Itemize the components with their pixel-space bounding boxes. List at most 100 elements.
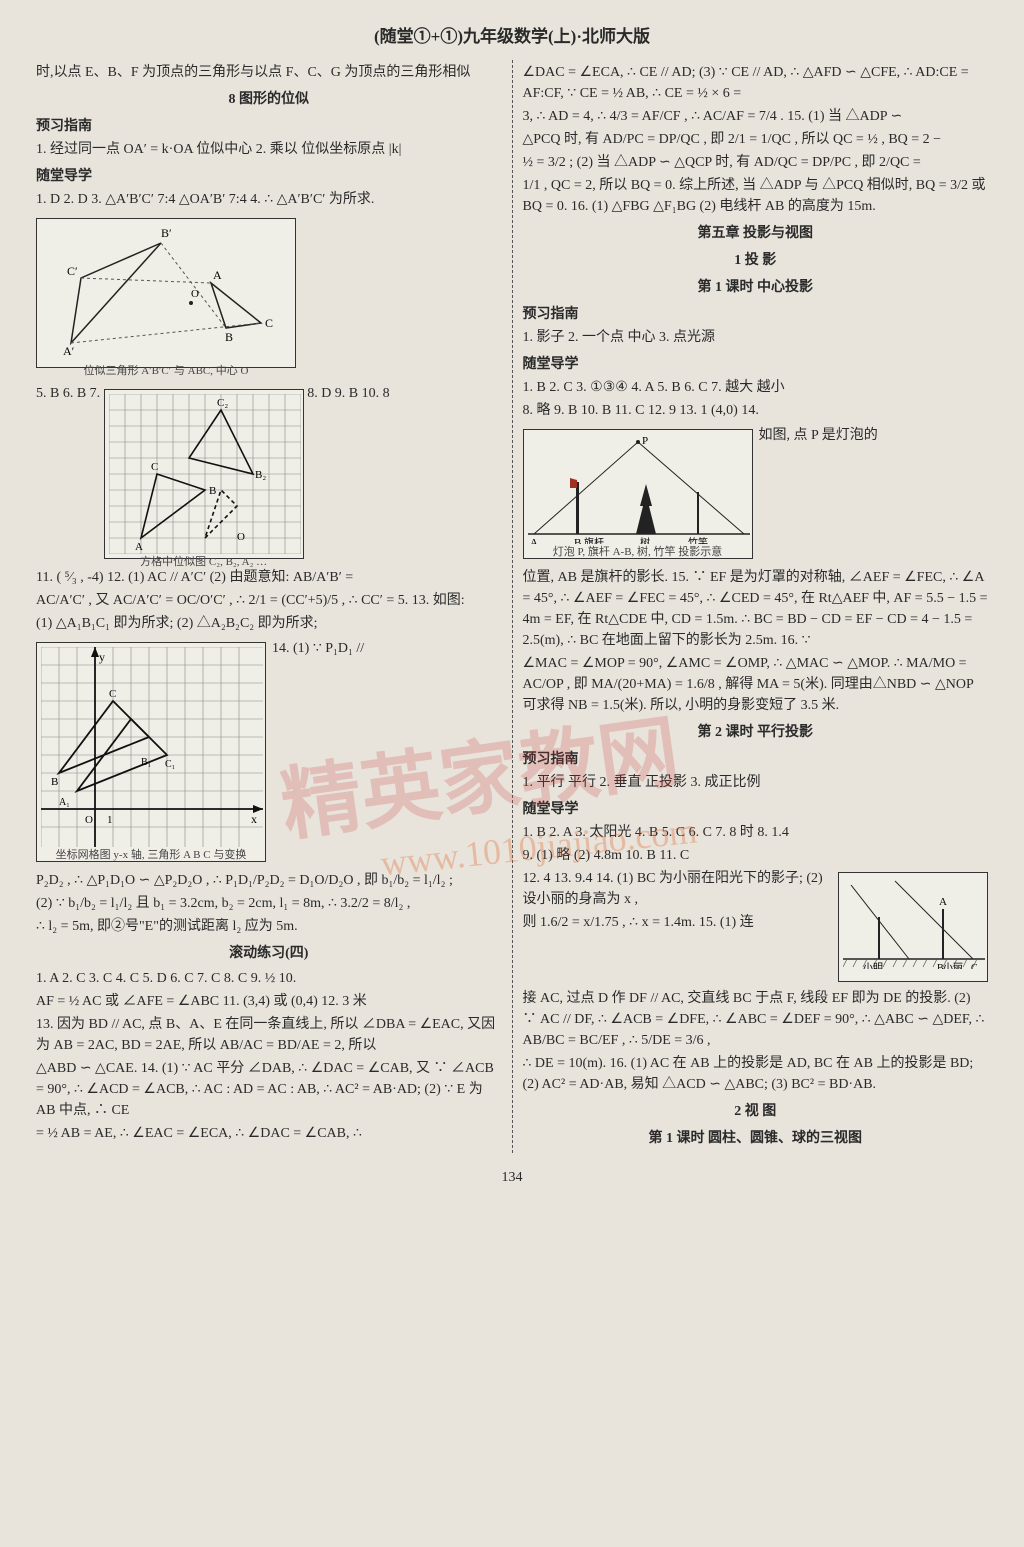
left-column: 时,以点 E、B、F 为顶点的三角形与以点 F、C、G 为顶点的三角形相似 8 … bbox=[36, 60, 502, 1153]
rolling-title: 滚动练习(四) bbox=[36, 943, 502, 964]
page-number: 134 bbox=[36, 1167, 988, 1188]
svg-text:A′: A′ bbox=[63, 344, 75, 358]
right-cont-3: △PCQ 时, 有 AD/PC = DP/QC , 即 2/1 = 1/QC ,… bbox=[523, 129, 989, 150]
svg-text:A: A bbox=[213, 268, 222, 282]
r-study2-1: 1. B 2. A 3. 太阳光 4. B 5. C 6. C 7. 8 时 8… bbox=[523, 822, 989, 843]
preview-label: 预习指南 bbox=[36, 116, 502, 137]
ch5-sec1: 1 投 影 bbox=[523, 250, 989, 271]
svg-text:O: O bbox=[191, 288, 199, 300]
figure-coord-grid: y x O 1 B C A₁ B₁ C₁ 坐标网格图 y-x 轴, 三角形 A … bbox=[36, 642, 266, 862]
svg-text:树: 树 bbox=[640, 536, 650, 544]
answer-11b: AC/A′C′ , 又 AC/A′C′ = OC/O′C′ , ∴ 2/1 = … bbox=[36, 590, 502, 611]
svg-text:O: O bbox=[237, 531, 245, 543]
svg-text:A: A bbox=[939, 896, 947, 908]
svg-text:A₁: A₁ bbox=[59, 797, 70, 808]
svg-text:A: A bbox=[530, 537, 538, 544]
shadow-svg: A B C 小明 小丽 bbox=[843, 877, 985, 969]
fig-light-side-text: 如图, 点 P 是灯泡的 bbox=[759, 425, 989, 446]
r-preview2-1: 1. 平行 平行 2. 垂直 正投影 3. 成正比例 bbox=[523, 772, 989, 793]
right-cont-5: 1/1 , QC = 2, 所以 BQ = 0. 综上所述, 当 △ADP 与 … bbox=[523, 175, 989, 217]
svg-text:B′: B′ bbox=[161, 226, 172, 240]
answer-14-lead: 14. (1) ∵ P₁D₁ // bbox=[272, 638, 502, 659]
svg-text:C₁: C₁ bbox=[165, 759, 175, 770]
answers-5-7: 5. B 6. B 7. A B C C₂ B₂ O bbox=[36, 383, 502, 565]
ch5-sec2-1: 第 1 课时 圆柱、圆锥、球的三视图 bbox=[523, 1128, 989, 1149]
svg-text:C′: C′ bbox=[67, 264, 78, 278]
r-study-2: 8. 略 9. B 10. B 11. C 12. 9 13. 1 (4,0) … bbox=[523, 400, 989, 421]
r-preview2-label: 预习指南 bbox=[523, 749, 989, 770]
page-title: (随堂①+①)九年级数学(上)·北师大版 bbox=[36, 24, 988, 50]
column-divider bbox=[512, 60, 513, 1153]
svg-text:B₂: B₂ bbox=[255, 469, 266, 481]
figure-dilation-triangles: A′ B′ C′ A B C O 位似三角形 A′B′C′ 与 ABC, 中心 … bbox=[36, 218, 296, 368]
svg-text:B: B bbox=[209, 485, 216, 497]
svg-text:小明: 小明 bbox=[863, 962, 883, 969]
answer-14b: P₂D₂ , ∴ △P₁D₁O ∽ △P₂D₂O , ∴ P₁D₁/P₂D₂ =… bbox=[36, 870, 502, 891]
study-label: 随堂导学 bbox=[36, 166, 502, 187]
answer-13: (1) △A₁B₁C₁ 即为所求; (2) △A₂B₂C₂ 即为所求; bbox=[36, 613, 502, 634]
roll-13c: = ½ AB = AE, ∴ ∠EAC = ∠ECA, ∴ ∠DAC = ∠CA… bbox=[36, 1123, 502, 1144]
ans-5-7: 5. B 6. B 7. bbox=[36, 386, 100, 401]
fig3-caption: 坐标网格图 y-x 轴, 三角形 A B C 与变换 bbox=[56, 849, 247, 861]
svg-text:竹竿: 竹竿 bbox=[688, 536, 708, 544]
fig2-caption: 方格中位似图 C₂, B₂, A₂ … bbox=[140, 556, 267, 568]
right-cont-4: ½ = 3/2 ; (2) 当 △ADP ∽ △QCP 时, 有 AD/QC =… bbox=[523, 152, 989, 173]
roll-1-10: 1. A 2. C 3. C 4. C 5. D 6. C 7. C 8. C … bbox=[36, 968, 502, 989]
svg-text:旗杆: 旗杆 bbox=[584, 536, 604, 544]
grid-svg: A B C C₂ B₂ O bbox=[109, 394, 301, 554]
roll-10b: AF = ½ AC 或 ∠AFE = ∠ABC 11. (3,4) 或 (0,4… bbox=[36, 991, 502, 1012]
svg-text:B: B bbox=[225, 330, 233, 344]
svg-text:x: x bbox=[251, 812, 257, 826]
r-study-label: 随堂导学 bbox=[523, 354, 989, 375]
answer-11: 11. ( ⁵⁄₃ , -4) 12. (1) AC // A′C′ (2) 由… bbox=[36, 567, 502, 588]
svg-text:B: B bbox=[51, 776, 58, 788]
r-study2-2: 9. (1) 略 (2) 4.8m 10. B 11. C bbox=[523, 845, 989, 866]
two-column-layout: 时,以点 E、B、F 为顶点的三角形与以点 F、C、G 为顶点的三角形相似 8 … bbox=[36, 60, 988, 1153]
svg-text:B: B bbox=[574, 537, 581, 544]
r-preview-1: 1. 影子 2. 一个点 中心 3. 点光源 bbox=[523, 327, 989, 348]
svg-text:P: P bbox=[642, 435, 648, 447]
left-intro: 时,以点 E、B、F 为顶点的三角形与以点 F、C、G 为顶点的三角形相似 bbox=[36, 62, 502, 83]
svg-text:小丽: 小丽 bbox=[943, 962, 963, 969]
svg-text:y: y bbox=[99, 650, 105, 664]
r-study2-6: ∴ DE = 10(m). 16. (1) AC 在 AB 上的投影是 AD, … bbox=[523, 1053, 989, 1095]
svg-text:B₁: B₁ bbox=[141, 757, 151, 768]
ch5-sec1-2: 第 2 课时 平行投影 bbox=[523, 722, 989, 743]
ch5-title: 第五章 投影与视图 bbox=[523, 223, 989, 244]
svg-text:1: 1 bbox=[107, 814, 113, 826]
cont-light-1: 位置, AB 是旗杆的影长. 15. ∵ EF 是为灯罩的对称轴, ∠AEF =… bbox=[523, 567, 989, 651]
svg-text:A: A bbox=[135, 541, 143, 553]
cont-light-2: ∠MAC = ∠MOP = 90°, ∠AMC = ∠OMP, ∴ △MAC ∽… bbox=[523, 653, 989, 716]
fig1-caption: 位似三角形 A′B′C′ 与 ABC, 中心 O bbox=[84, 365, 249, 377]
right-cont-2: 3, ∴ AD = 4, ∴ 4/3 = AF/CF , ∴ AC/AF = 7… bbox=[523, 106, 989, 127]
svg-text:C₂: C₂ bbox=[217, 397, 228, 409]
ans-8-10: 8. D 9. B 10. 8 bbox=[307, 386, 389, 401]
r-study2-label: 随堂导学 bbox=[523, 799, 989, 820]
roll-13b: △ABD ∽ △CAE. 14. (1) ∵ AC 平分 ∠DAB, ∴ ∠DA… bbox=[36, 1058, 502, 1121]
answer-14d: ∴ l₂ = 5m, 即②号"E"的测试距离 l₂ 应为 5m. bbox=[36, 916, 502, 937]
svg-text:C: C bbox=[151, 461, 158, 473]
right-column: ∠DAC = ∠ECA, ∴ CE // AD; (3) ∵ CE // AD,… bbox=[523, 60, 989, 1153]
study-answers-1-4: 1. D 2. D 3. △A′B′C′ 7:4 △OA′B′ 7:4 4. ∴… bbox=[36, 189, 502, 210]
figure-central-projection: P A B 旗杆 树 竹竿 灯泡 P, 旗杆 A-B, 树, 竹竿 投影示意 bbox=[523, 429, 753, 559]
figure-grid-dilation: A B C C₂ B₂ O 方格中位似图 C₂, B₂, A₂ … bbox=[104, 389, 304, 559]
ch5-sec1-1: 第 1 课时 中心投影 bbox=[523, 277, 989, 298]
roll-13: 13. 因为 BD // AC, 点 B、A、E 在同一条直线上, 所以 ∠DB… bbox=[36, 1014, 502, 1056]
svg-text:O: O bbox=[85, 814, 93, 826]
dilation-svg: A′ B′ C′ A B C O bbox=[41, 223, 297, 363]
right-cont-1: ∠DAC = ∠ECA, ∴ CE // AD; (3) ∵ CE // AD,… bbox=[523, 62, 989, 104]
preview-content-1: 1. 经过同一点 OA′ = k·OA 位似中心 2. 乘以 位似坐标原点 |k… bbox=[36, 139, 502, 160]
ch5-sec2: 2 视 图 bbox=[523, 1101, 989, 1122]
r-study-1: 1. B 2. C 3. ①③④ 4. A 5. B 6. C 7. 越大 越小 bbox=[523, 377, 989, 398]
r-study2-5: 接 AC, 过点 D 作 DF // AC, 交直线 BC 于点 F, 线段 E… bbox=[523, 988, 989, 1051]
svg-text:C: C bbox=[109, 688, 116, 700]
section-8-title: 8 图形的位似 bbox=[36, 89, 502, 110]
answer-14c: (2) ∵ b₁/b₂ = l₁/l₂ 且 b₁ = 3.2cm, b₂ = 2… bbox=[36, 893, 502, 914]
fig-light-caption: 灯泡 P, 旗杆 A-B, 树, 竹竿 投影示意 bbox=[553, 546, 723, 558]
svg-text:C: C bbox=[265, 316, 273, 330]
figure-parallel-projection: A B C 小明 小丽 bbox=[838, 872, 988, 982]
light-svg: P A B 旗杆 树 竹竿 bbox=[528, 434, 750, 544]
svg-text:C: C bbox=[971, 963, 978, 969]
r-preview-label: 预习指南 bbox=[523, 304, 989, 325]
coord-grid-svg: y x O 1 B C A₁ B₁ C₁ bbox=[41, 647, 263, 847]
